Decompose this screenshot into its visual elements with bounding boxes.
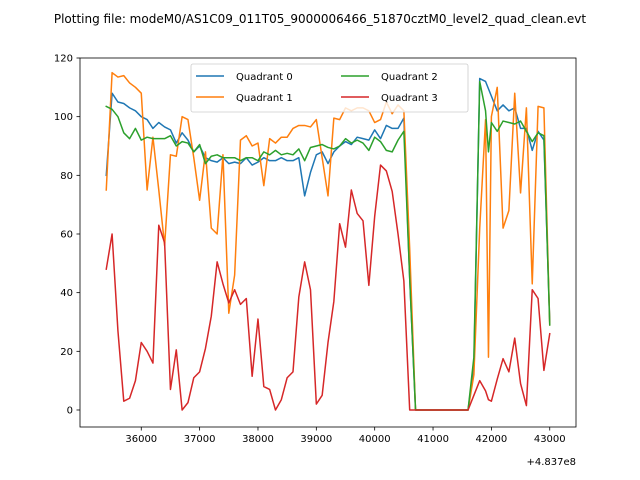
x-tick-label: 39000 (300, 434, 332, 445)
plot-frame (79, 57, 577, 428)
x-tick-label: 38000 (242, 434, 274, 445)
y-tick-label: 60 (60, 229, 73, 240)
legend-label-quadrant-0: Quadrant 0 (236, 72, 293, 83)
legend-box (190, 63, 469, 113)
y-tick-label: 0 (67, 405, 73, 416)
y-tick-label: 20 (60, 347, 73, 358)
x-tick-label: 40000 (359, 434, 391, 445)
legend: Quadrant 0 Quadrant 1 Quadrant 2 Quadrant 3 (190, 63, 469, 113)
series-line-quadrant-1 (105, 71, 551, 411)
y-tick-label: 80 (60, 171, 73, 182)
y-tick-label: 100 (54, 112, 73, 123)
y-tick-label: 120 (54, 54, 73, 65)
legend-label-quadrant-1: Quadrant 1 (236, 93, 293, 104)
x-tick-label: 37000 (184, 434, 216, 445)
y-tick-label: 40 (60, 288, 73, 299)
legend-label-quadrant-3: Quadrant 3 (381, 93, 438, 104)
x-tick-label: 41000 (417, 434, 449, 445)
x-axis-offset-label: +4.837e8 (526, 457, 576, 468)
series-line-quadrant-3 (105, 164, 551, 411)
x-tick-label: 36000 (125, 434, 157, 445)
chart-title: Plotting file: modeM0/AS1C09_011T05_9000… (54, 12, 587, 26)
series-line-quadrant-0 (105, 77, 551, 411)
x-tick-label: 42000 (475, 434, 507, 445)
x-tick-label: 43000 (534, 434, 566, 445)
series-line-quadrant-2 (105, 80, 551, 411)
series-layer (105, 71, 551, 411)
x-axis: 36000 37000 38000 39000 40000 41000 42000 43000 (125, 427, 566, 445)
y-axis: 0 20 40 60 80 100 120 (54, 54, 80, 416)
legend-label-quadrant-2: Quadrant 2 (381, 72, 438, 83)
